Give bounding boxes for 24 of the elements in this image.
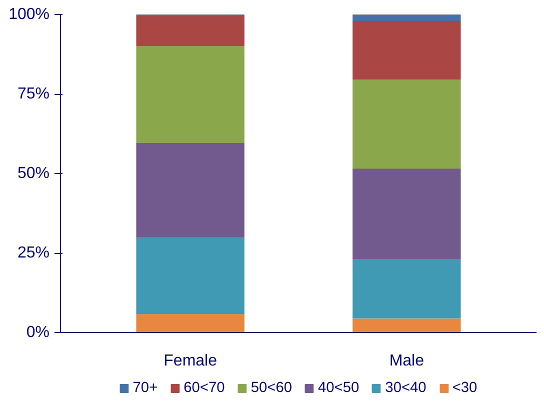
bar: [136, 238, 244, 314]
legend-label: 70+: [132, 380, 158, 396]
bar: [136, 314, 244, 332]
bar: [352, 259, 461, 318]
legend-label: 60<70: [184, 380, 225, 396]
y-tick-label: 25%: [17, 244, 50, 262]
bar: [352, 20, 461, 80]
bar: [352, 168, 461, 260]
legend-label: 40<50: [318, 380, 360, 396]
bar: [352, 80, 461, 168]
legend-label: <30: [452, 380, 478, 396]
bar: [352, 14, 461, 21]
bar: [136, 142, 244, 238]
bar: [136, 46, 244, 143]
bar: [352, 318, 461, 332]
y-tick-label: 50%: [17, 165, 50, 182]
legend-label: 50<60: [250, 380, 292, 396]
x-tick-label: Female: [164, 352, 218, 370]
x-tick-label: Male: [389, 352, 424, 370]
y-tick-label: 75%: [17, 86, 50, 102]
bar: [136, 15, 244, 46]
y-tick-label: 100%: [8, 6, 50, 23]
y-tick-label: 0%: [26, 324, 50, 341]
legend-label: 30<40: [385, 380, 426, 396]
